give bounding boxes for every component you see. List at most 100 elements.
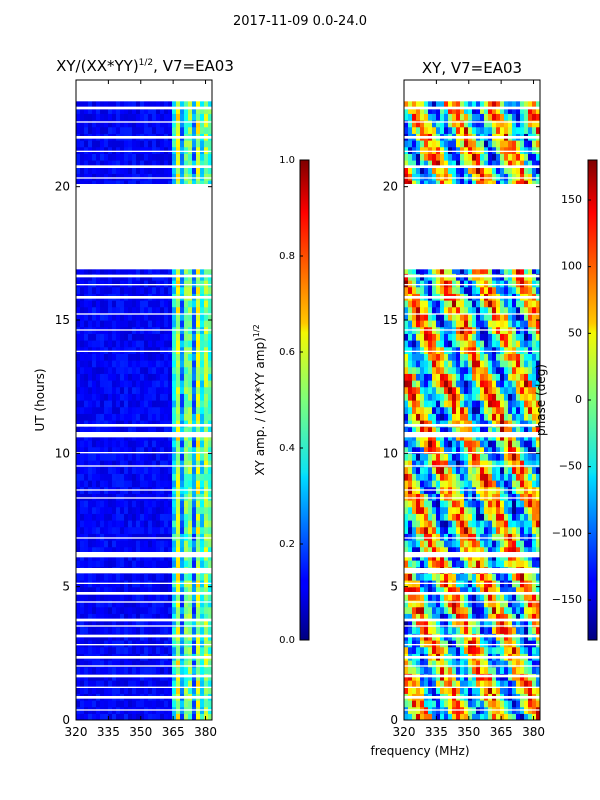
left-heatmap-cell	[96, 480, 101, 488]
left-heatmap-cell	[164, 153, 169, 161]
left-heatmap-cell	[208, 586, 212, 594]
right-heatmap-cell	[408, 453, 413, 461]
right-heatmap-cell	[416, 440, 421, 448]
left-heatmap-cell	[164, 286, 169, 294]
left-heatmap-cell	[156, 140, 161, 148]
left-heatmap-cell	[200, 600, 205, 608]
left-heatmap-cell	[136, 120, 141, 128]
left-heatmap-cell	[120, 166, 125, 174]
right-heatmap-cell	[460, 466, 465, 474]
left-heatmap-cell	[96, 460, 101, 468]
right-heatmap-cell	[468, 560, 473, 568]
left-heatmap-cell	[132, 393, 137, 401]
left-heatmap-cell	[88, 286, 93, 294]
left-heatmap-cell	[124, 393, 129, 401]
right-heatmap-cell	[424, 620, 429, 628]
right-heatmap-cell	[504, 520, 509, 528]
left-heatmap-cell	[172, 320, 177, 328]
left-heatmap-cell	[148, 513, 153, 521]
left-heatmap-cell	[108, 426, 113, 434]
left-heatmap-cell	[128, 300, 133, 308]
right-heatmap-cell	[404, 526, 409, 534]
left-heatmap-cell	[132, 173, 137, 181]
right-heatmap-cell	[432, 513, 437, 521]
left-heatmap-cell	[92, 426, 97, 434]
left-heatmap-cell	[80, 546, 85, 554]
left-heatmap-cell	[76, 373, 81, 381]
right-heatmap-cell	[472, 606, 477, 614]
right-heatmap-cell	[528, 540, 533, 548]
right-heatmap-cell	[472, 413, 477, 421]
left-heatmap-cell	[172, 140, 177, 148]
left-heatmap-cell	[164, 713, 169, 720]
left-heatmap-cell	[132, 613, 137, 621]
left-heatmap-cell	[208, 533, 212, 541]
right-heatmap-cell	[524, 460, 529, 468]
left-heatmap-cell	[172, 593, 177, 601]
left-heatmap-cell	[148, 680, 153, 688]
right-heatmap-cell	[460, 500, 465, 508]
left-heatmap-cell	[168, 560, 173, 568]
left-heatmap-cell	[136, 126, 141, 134]
left-heatmap-cell	[128, 493, 133, 501]
left-heatmap-cell	[92, 333, 97, 341]
right-heatmap-cell	[532, 480, 537, 488]
left-heatmap-cell	[160, 520, 165, 528]
right-heatmap-cell	[508, 713, 513, 720]
left-heatmap-cell	[180, 426, 185, 434]
left-heatmap-cell	[116, 353, 121, 361]
left-heatmap-cell	[184, 600, 189, 608]
left-heatmap-cell	[180, 586, 185, 594]
left-heatmap-cell	[172, 680, 177, 688]
left-heatmap-cell	[128, 413, 133, 421]
right-heatmap-cell	[444, 593, 449, 601]
left-heatmap-cell	[116, 640, 121, 648]
left-heatmap-cell	[88, 473, 93, 481]
left-heatmap-cell	[196, 493, 201, 501]
left-heatmap-cell	[164, 380, 169, 388]
left-heatmap-cell	[136, 300, 141, 308]
left-heatmap-cell	[168, 640, 173, 648]
left-heatmap-cell	[180, 360, 185, 368]
left-heatmap-cell	[184, 506, 189, 514]
right-heatmap-cell	[504, 713, 509, 720]
left-heatmap-cell	[88, 440, 93, 448]
right-heatmap-cell	[520, 666, 525, 674]
right-heatmap-cell	[524, 506, 529, 514]
right-heatmap-cell	[468, 613, 473, 621]
right-heatmap-cell	[440, 440, 445, 448]
left-heatmap-cell	[184, 513, 189, 521]
left-heatmap-cell	[164, 173, 169, 181]
right-heatmap-cell	[484, 646, 489, 654]
right-heatmap-cell	[480, 513, 485, 521]
right-heatmap-cell	[440, 466, 445, 474]
right-heatmap-cell	[480, 453, 485, 461]
left-heatmap-cell	[132, 100, 137, 108]
right-heatmap-cell	[424, 586, 429, 594]
left-heatmap-cell	[156, 266, 161, 274]
right-heatmap-cell	[504, 626, 509, 634]
right-heatmap-cell	[528, 473, 533, 481]
right-heatmap-cell	[524, 446, 529, 454]
left-heatmap-cell	[80, 680, 85, 688]
right-heatmap-cell	[508, 680, 513, 688]
right-heatmap-cell	[432, 680, 437, 688]
left-heatmap-cell	[168, 386, 173, 394]
left-heatmap-cell	[196, 560, 201, 568]
left-heatmap-cell	[196, 380, 201, 388]
left-heatmap-cell	[84, 153, 89, 161]
right-heatmap-cell	[476, 466, 481, 474]
right-heatmap-cell	[472, 393, 477, 401]
left-heatmap-cell	[156, 613, 161, 621]
left-heatmap-cell	[204, 506, 209, 514]
right-heatmap-cell	[448, 466, 453, 474]
right-heatmap-cell	[484, 606, 489, 614]
right-heatmap-cell	[412, 540, 417, 548]
right-heatmap-cell	[488, 466, 493, 474]
left-heatmap-cell	[80, 660, 85, 668]
left-heatmap-cell	[100, 546, 105, 554]
left-heatmap-cell	[108, 313, 113, 321]
left-heatmap-cell	[88, 353, 93, 361]
left-heatmap-cell	[164, 266, 169, 274]
left-heatmap-cell	[136, 106, 141, 114]
